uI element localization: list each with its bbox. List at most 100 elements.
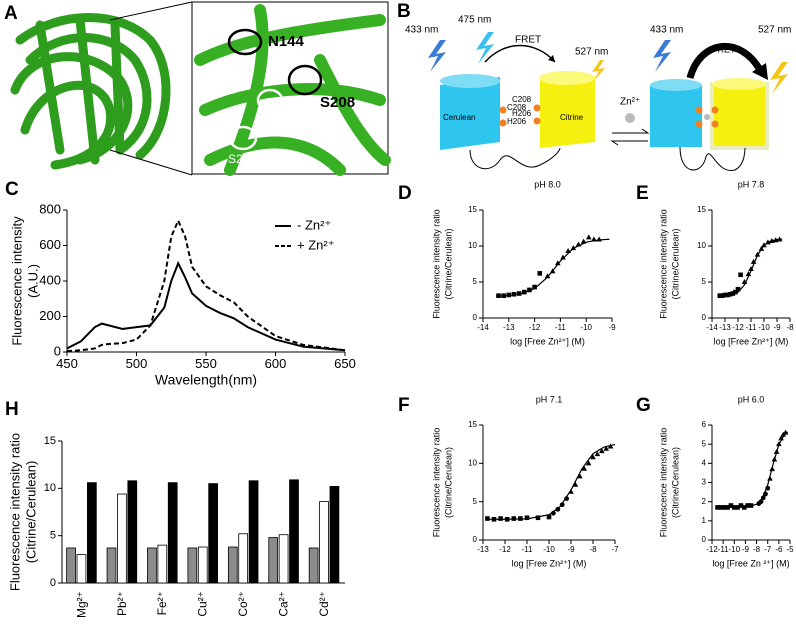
point [599,448,605,454]
x-tick-label: -11 [746,323,758,332]
fit-line [719,238,783,297]
residue-label: A206 [262,113,290,127]
equilibrium-arrows [610,128,650,146]
point [738,503,744,508]
fret-arrow [484,44,556,63]
point [555,260,561,266]
bar [289,479,299,584]
point [537,271,543,276]
x-tick-label: -6 [775,545,783,554]
x-tick-label: 500 [126,356,148,371]
point [727,291,733,297]
b-label: 475 nm [458,15,491,26]
x-tick-label: -10 [729,545,741,554]
bar [117,493,127,584]
zoom-structure [194,4,391,176]
fit-line [487,443,616,520]
chart-title: pH 8.0 [534,179,561,189]
x-tick-label: -10 [758,323,770,332]
x-tick-label: -11 [522,545,534,554]
x-tick-label: Cd²⁺ [317,591,331,617]
bar [147,547,157,584]
site-dot [533,104,541,112]
point [603,445,609,451]
y-tick-label: 1 [702,516,707,525]
x-tick-label: -10 [543,545,555,554]
chart-title: pH 7.1 [536,394,563,404]
panel-label: D [398,183,412,204]
cylinder-top [440,74,500,88]
bolt [770,62,788,94]
point [594,451,601,457]
b-label: C208 [507,103,527,112]
cerulean-body [650,85,702,147]
y-tick-label: 0 [54,343,61,358]
site-dot [499,119,507,127]
bolt [653,40,671,72]
y-tick-label: 15 [468,205,477,214]
y-axis-label: Fluorescence intensity ratio [431,428,441,538]
x-tick-label: 600 [265,356,287,371]
x-tick-label: Co²⁺ [236,591,250,617]
site-circle [228,125,258,151]
bar [248,480,259,584]
y-axis-label: Fluorescence intensity ratio [7,433,22,591]
y-tick-label: 10 [44,482,56,494]
b-label: 527 nm [758,25,791,36]
x-tick-label: -8 [786,323,794,332]
y-tick-label: 0 [473,313,478,322]
line [66,218,346,353]
bar [208,483,218,584]
point [485,516,490,521]
x-tick-label: -12 [732,323,744,332]
point [748,266,754,272]
point [590,454,596,460]
point [745,503,750,508]
bar [106,547,117,584]
point [733,289,738,295]
x-tick-label: Ca²⁺ [277,591,291,617]
y-axis-label: (Citrine/Cerulean) [443,228,453,299]
y-tick-label: 5 [702,439,707,448]
bar [197,546,208,584]
b-label: Citrine [560,113,584,122]
bolt [592,60,605,81]
cerulean-body [440,77,500,150]
y-tick-label: 10 [697,241,706,250]
b-label: Cerulean [443,113,475,122]
point [735,286,741,292]
cylinder-top [712,78,766,90]
y-tick-label: 15 [44,435,56,447]
panel-label: C [5,179,19,200]
bar [227,546,238,584]
point [577,473,583,479]
bar [157,544,168,584]
y-tick-label: 600 [39,237,61,252]
legend-label: + Zn²⁺ [297,237,335,252]
y-tick-label: 5 [473,497,478,506]
bar [308,547,319,584]
y-tick-label: 400 [39,272,61,287]
x-tick-label: -13 [719,323,731,332]
fit-line [498,238,610,297]
x-tick-label: -11 [555,323,567,332]
point [581,465,587,471]
point [738,272,743,278]
y-tick-label: 15 [697,205,706,214]
y-axis-label: Fluorescence intensity [9,216,24,346]
fit-line [717,431,789,509]
y-axis-label: (Citrine/Cerulean) [443,447,453,518]
y-tick-label: 0 [702,313,707,322]
bar [238,533,249,584]
point [585,234,592,240]
arrow-head [752,63,768,80]
y-tick-label: 5 [50,530,56,542]
linker [679,146,746,171]
arrow-head [548,55,555,62]
point [498,516,503,521]
x-tick-label: Mg²⁺ [74,591,88,618]
x-tick-label: -12 [499,545,511,554]
x-tick-label: -7 [611,545,619,554]
bar [329,486,340,584]
x-tick-label: -8 [589,545,597,554]
